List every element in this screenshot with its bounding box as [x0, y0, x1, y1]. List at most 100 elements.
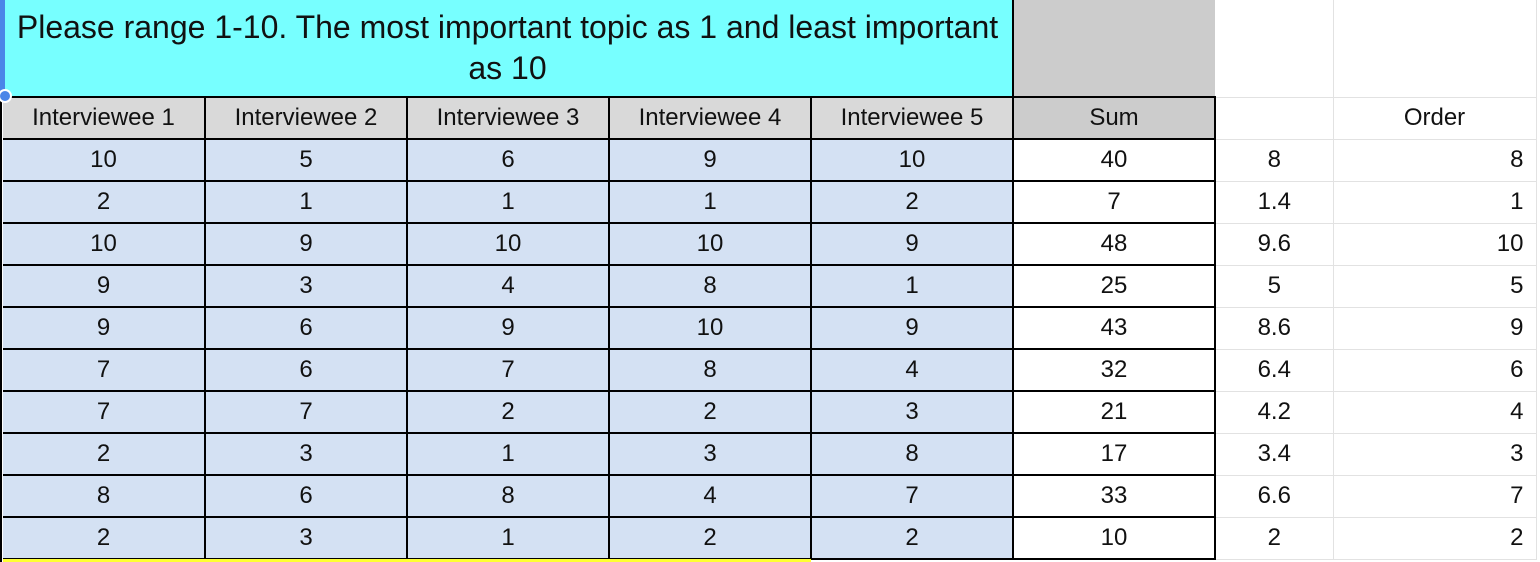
header-interviewee-1[interactable]: Interviewee 1 [3, 97, 206, 140]
score-cell[interactable]: 2 [811, 181, 1014, 224]
sum-cell[interactable]: 43 [1013, 307, 1216, 350]
score-cell[interactable]: 7 [811, 475, 1014, 518]
average-cell[interactable]: 4.2 [1215, 391, 1334, 434]
score-cell[interactable]: 5 [205, 139, 408, 182]
score-cell[interactable]: 6 [205, 349, 408, 392]
header-sum[interactable]: Sum [1013, 97, 1216, 140]
selection-indicator [0, 0, 5, 96]
sum-cell[interactable]: 32 [1013, 349, 1216, 392]
score-cell[interactable]: 2 [609, 517, 812, 560]
score-cell[interactable]: 9 [811, 223, 1014, 266]
score-cell[interactable]: 7 [205, 391, 408, 434]
score-cell[interactable]: 2 [3, 433, 206, 476]
score-cell[interactable]: 9 [609, 139, 812, 182]
empty-cell[interactable] [1215, 97, 1334, 140]
score-cell[interactable]: 1 [205, 181, 408, 224]
sum-cell[interactable]: 25 [1013, 265, 1216, 308]
header-interviewee-5[interactable]: Interviewee 5 [811, 97, 1014, 140]
score-cell[interactable]: 3 [205, 265, 408, 308]
score-cell[interactable]: 8 [3, 475, 206, 518]
score-cell[interactable]: 3 [205, 517, 408, 560]
score-cell[interactable]: 10 [3, 139, 206, 182]
average-cell[interactable]: 6.4 [1215, 349, 1334, 392]
order-cell[interactable]: 6 [1333, 349, 1537, 392]
sum-cell[interactable]: 40 [1013, 139, 1216, 182]
score-cell[interactable]: 8 [811, 433, 1014, 476]
sum-cell[interactable]: 7 [1013, 181, 1216, 224]
score-cell[interactable]: 1 [811, 265, 1014, 308]
score-cell[interactable]: 2 [3, 517, 206, 560]
order-cell[interactable]: 1 [1333, 181, 1537, 224]
score-cell[interactable]: 9 [407, 307, 610, 350]
header-interviewee-2[interactable]: Interviewee 2 [205, 97, 408, 140]
average-cell[interactable]: 6.6 [1215, 475, 1334, 518]
average-cell[interactable]: 8.6 [1215, 307, 1334, 350]
score-cell[interactable]: 3 [811, 391, 1014, 434]
score-cell[interactable]: 4 [811, 349, 1014, 392]
order-cell[interactable]: 5 [1333, 265, 1537, 308]
score-cell[interactable]: 2 [407, 391, 610, 434]
score-cell[interactable]: 8 [609, 349, 812, 392]
score-cell[interactable]: 10 [609, 223, 812, 266]
score-cell[interactable]: 7 [407, 349, 610, 392]
gray-empty-cell[interactable] [1013, 0, 1215, 98]
selection-handle[interactable] [0, 89, 12, 103]
score-cell[interactable]: 6 [205, 307, 408, 350]
order-cell[interactable]: 8 [1333, 139, 1537, 182]
score-cell[interactable]: 9 [811, 307, 1014, 350]
score-cell[interactable]: 1 [407, 181, 610, 224]
table-row: 9 6 9 10 9 43 8.6 9 [3, 307, 1537, 350]
score-cell[interactable]: 6 [205, 475, 408, 518]
table-row: 7 7 2 2 3 21 4.2 4 [3, 391, 1537, 434]
order-cell[interactable]: 4 [1333, 391, 1537, 434]
sum-cell[interactable]: 10 [1013, 517, 1216, 560]
average-cell[interactable]: 8 [1215, 139, 1334, 182]
score-cell[interactable]: 9 [3, 265, 206, 308]
empty-cell[interactable] [1215, 0, 1334, 98]
average-cell[interactable]: 3.4 [1215, 433, 1334, 476]
average-cell[interactable]: 1.4 [1215, 181, 1334, 224]
score-cell[interactable]: 7 [3, 391, 206, 434]
order-cell[interactable]: 3 [1333, 433, 1537, 476]
order-cell[interactable]: 7 [1333, 475, 1537, 518]
sum-cell[interactable]: 21 [1013, 391, 1216, 434]
score-cell[interactable]: 2 [609, 391, 812, 434]
ranking-table: Please range 1-10. The most important to… [3, 0, 1537, 560]
score-cell[interactable]: 3 [609, 433, 812, 476]
title-cell[interactable]: Please range 1-10. The most important to… [3, 0, 1014, 98]
score-cell[interactable]: 9 [205, 223, 408, 266]
score-cell[interactable]: 1 [407, 433, 610, 476]
score-cell[interactable]: 10 [811, 139, 1014, 182]
header-interviewee-3[interactable]: Interviewee 3 [407, 97, 610, 140]
score-cell[interactable]: 10 [609, 307, 812, 350]
average-cell[interactable]: 9.6 [1215, 223, 1334, 266]
score-cell[interactable]: 8 [407, 475, 610, 518]
table-row: 8 6 8 4 7 33 6.6 7 [3, 475, 1537, 518]
average-cell[interactable]: 2 [1215, 517, 1334, 560]
average-cell[interactable]: 5 [1215, 265, 1334, 308]
order-cell[interactable]: 9 [1333, 307, 1537, 350]
header-interviewee-4[interactable]: Interviewee 4 [609, 97, 812, 140]
score-cell[interactable]: 1 [407, 517, 610, 560]
score-cell[interactable]: 10 [407, 223, 610, 266]
empty-cell[interactable] [1333, 0, 1537, 98]
table-row: 10 5 6 9 10 40 8 8 [3, 139, 1537, 182]
score-cell[interactable]: 6 [407, 139, 610, 182]
sum-cell[interactable]: 48 [1013, 223, 1216, 266]
score-cell[interactable]: 3 [205, 433, 408, 476]
score-cell[interactable]: 1 [609, 181, 812, 224]
score-cell[interactable]: 9 [3, 307, 206, 350]
sum-cell[interactable]: 17 [1013, 433, 1216, 476]
score-cell[interactable]: 4 [609, 475, 812, 518]
sum-cell[interactable]: 33 [1013, 475, 1216, 518]
order-cell[interactable]: 2 [1333, 517, 1537, 560]
score-cell[interactable]: 2 [3, 181, 206, 224]
score-cell[interactable]: 2 [811, 517, 1014, 560]
score-cell[interactable]: 7 [3, 349, 206, 392]
score-cell[interactable]: 8 [609, 265, 812, 308]
header-order[interactable]: Order [1333, 97, 1537, 140]
order-cell[interactable]: 10 [1333, 223, 1537, 266]
score-cell[interactable]: 4 [407, 265, 610, 308]
score-cell[interactable]: 10 [3, 223, 206, 266]
